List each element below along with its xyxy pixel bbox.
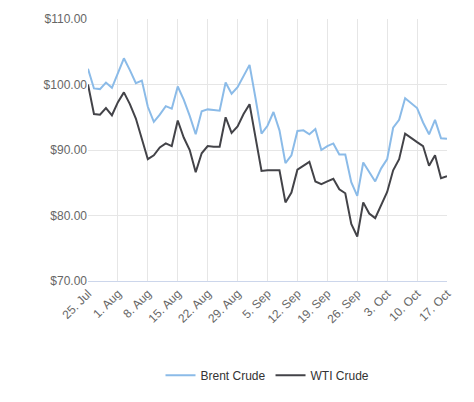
svg-text:10. Oct: 10. Oct: [386, 286, 424, 324]
svg-text:25. Jul: 25. Jul: [59, 287, 94, 322]
svg-text:8. Aug: 8. Aug: [120, 287, 154, 321]
svg-text:$90.00: $90.00: [50, 143, 87, 157]
svg-text:3. Oct: 3. Oct: [361, 286, 394, 319]
svg-text:$80.00: $80.00: [50, 209, 87, 223]
svg-text:22. Aug: 22. Aug: [175, 287, 214, 326]
svg-text:WTI Crude: WTI Crude: [311, 369, 369, 383]
svg-text:$100.00: $100.00: [44, 78, 88, 92]
svg-text:15. Aug: 15. Aug: [145, 287, 184, 326]
svg-text:12. Sep: 12. Sep: [265, 287, 304, 326]
svg-text:$110.00: $110.00: [45, 12, 88, 26]
svg-text:17. Oct: 17. Oct: [416, 286, 454, 324]
svg-text:$70.00: $70.00: [50, 274, 87, 288]
svg-text:Brent Crude: Brent Crude: [201, 369, 266, 383]
svg-text:19. Sep: 19. Sep: [295, 287, 334, 326]
svg-text:5. Sep: 5. Sep: [239, 287, 274, 322]
svg-text:26. Sep: 26. Sep: [324, 287, 363, 326]
svg-text:1. Aug: 1. Aug: [90, 287, 124, 321]
svg-text:29. Aug: 29. Aug: [205, 287, 244, 326]
